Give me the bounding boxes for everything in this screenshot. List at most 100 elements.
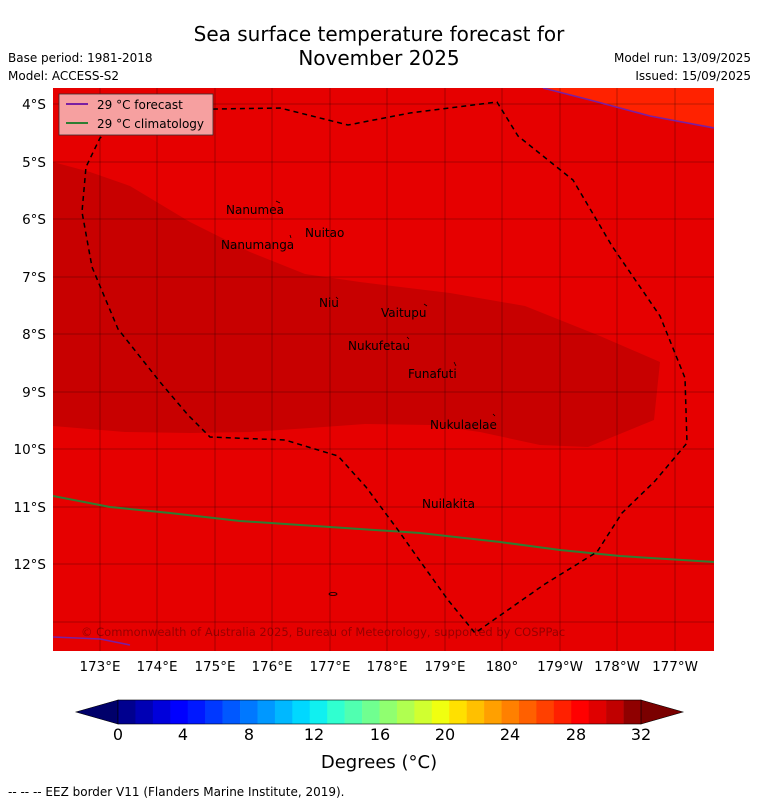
colorbar-tick-24: 24 — [500, 725, 520, 744]
island-marker-south — [328, 592, 338, 596]
colorbar-cell — [536, 700, 555, 724]
colorbar-cell — [449, 700, 467, 724]
colorbar-cell — [466, 700, 485, 724]
place-label-nanumea: Nanumea — [226, 203, 284, 217]
colorbar-cell — [379, 700, 398, 724]
sst-field-27-28 — [543, 88, 714, 128]
lon-label-177e: 177°E — [309, 659, 350, 675]
colorbar-cells — [118, 700, 642, 724]
meta-right: Model run: 13/09/2025 Issued: 15/09/2025 — [614, 49, 751, 85]
colorbar-tick-32: 32 — [631, 725, 651, 744]
colorbar-tick-16: 16 — [370, 725, 390, 744]
colorbar-tick-0: 0 — [113, 725, 123, 744]
colorbar-outline — [117, 699, 642, 725]
lon-label-174e: 174°E — [136, 659, 177, 675]
forecast-isotherm-line — [542, 88, 714, 129]
place-label-nukufetau: Nukufetau — [348, 339, 410, 353]
colorbar-cell — [187, 700, 206, 724]
colorbar-cell — [240, 700, 258, 724]
lon-label-173e: 173°E — [79, 659, 120, 675]
place-label-nuitao: Nuitao — [305, 226, 344, 240]
lat-label-11s: 11°S — [14, 500, 47, 516]
forecast-isotherm-line-south — [53, 636, 131, 646]
colorbar-cell — [553, 700, 572, 724]
lon-label-177w: 177°W — [652, 659, 698, 675]
climatology-isotherm-line — [53, 495, 714, 563]
colorbar-cell — [309, 700, 328, 724]
chart-title-line1: Sea surface temperature forecast for — [193, 22, 565, 46]
place-label-nuilakita: Nuilakita — [422, 497, 475, 511]
lon-label-178e: 178°E — [366, 659, 407, 675]
colorbar-under-triangle — [74, 699, 119, 725]
colorbar-tick-20: 20 — [435, 725, 455, 744]
model-run-text: Model run: 13/09/2025 — [613, 51, 751, 65]
island-marker-funafuti — [453, 361, 457, 367]
place-label-nukulaelae: Nukulaelae — [430, 418, 497, 432]
lon-label-180: 180° — [486, 659, 519, 675]
colorbar-cell — [484, 700, 502, 724]
colorbar-cell — [274, 700, 293, 724]
eez-border-line — [81, 101, 688, 635]
place-labels: Nanumea Nuitao Nanumanga Niu Vaitupu Nuk… — [221, 203, 497, 511]
lat-label-9s: 9°S — [22, 385, 46, 401]
gridlines — [53, 88, 714, 651]
lat-label-12s: 12°S — [14, 557, 47, 573]
lon-label-178w: 178°W — [594, 659, 640, 675]
colorbar-cell — [344, 700, 363, 724]
colorbar-over-triangle — [640, 699, 685, 725]
place-label-vaitupu: Vaitupu — [381, 306, 427, 320]
model-text: Model: ACCESS-S2 — [8, 69, 120, 83]
lon-label-179e: 179°E — [424, 659, 465, 675]
colorbar-cell — [292, 700, 311, 724]
island-marker-nanumea — [275, 200, 281, 204]
colorbar-cell — [152, 700, 171, 724]
colorbar-cell — [118, 700, 136, 724]
lat-label-10s: 10°S — [14, 442, 47, 458]
lon-label-179w: 179°W — [537, 659, 583, 675]
colorbar-cell — [222, 700, 241, 724]
island-markers — [275, 200, 496, 596]
colorbar-tick-8: 8 — [244, 725, 254, 744]
colorbar-cell — [257, 700, 276, 724]
colorbar-tick-12: 12 — [304, 725, 324, 744]
colorbar-cell — [571, 700, 589, 724]
island-marker-nukufetau — [406, 336, 410, 340]
colorbar-cell — [396, 700, 415, 724]
lat-label-8s: 8°S — [22, 327, 46, 343]
lat-label-6s: 6°S — [22, 212, 46, 228]
lon-label-176e: 176°E — [251, 659, 292, 675]
island-marker-niu — [335, 296, 339, 300]
map-legend: 29 °C forecast 29 °C climatology — [58, 93, 214, 136]
colorbar-cell — [170, 700, 189, 724]
longitude-labels: 173°E 174°E 175°E 176°E 177°E 178°E 179°… — [79, 659, 697, 675]
place-label-niu: Niu — [319, 296, 339, 310]
colorbar-cell — [501, 700, 520, 724]
colorbar-cell — [431, 700, 450, 724]
latitude-labels: 4°S 5°S 6°S 7°S 8°S 9°S 10°S 11°S 12°S — [14, 97, 47, 573]
legend-forecast-label: 29 °C forecast — [97, 98, 183, 112]
chart-title-line2: November 2025 — [298, 46, 460, 70]
colorbar-cell — [205, 700, 223, 724]
lat-label-5s: 5°S — [22, 155, 46, 171]
base-period-text: Base period: 1981-2018 — [8, 51, 153, 65]
colorbar-unit-label: Degrees (°C) — [320, 752, 438, 773]
place-label-funafuti: Funafuti — [408, 367, 457, 381]
colorbar-cell — [327, 700, 345, 724]
colorbar-cell — [606, 700, 624, 724]
colorbar-tick-28: 28 — [566, 725, 586, 744]
island-marker-vaitupu — [423, 303, 428, 307]
colorbar-cell — [362, 700, 380, 724]
lat-label-4s: 4°S — [22, 97, 46, 113]
lon-label-175e: 175°E — [194, 659, 235, 675]
legend-box — [58, 93, 214, 136]
copyright-text: © Commonwealth of Australia 2025, Bureau… — [81, 625, 565, 639]
colorbar-cell — [518, 700, 537, 724]
colorbar-cell — [623, 700, 642, 724]
island-marker-nukulaelae — [492, 413, 496, 417]
colorbar-cell — [135, 700, 154, 724]
colorbar-cell — [414, 700, 433, 724]
sst-field-29-30 — [53, 162, 660, 447]
meta-left: Base period: 1981-2018 Model: ACCESS-S2 — [8, 49, 153, 85]
map-area: Nanumea Nuitao Nanumanga Niu Vaitupu Nuk… — [53, 88, 714, 651]
